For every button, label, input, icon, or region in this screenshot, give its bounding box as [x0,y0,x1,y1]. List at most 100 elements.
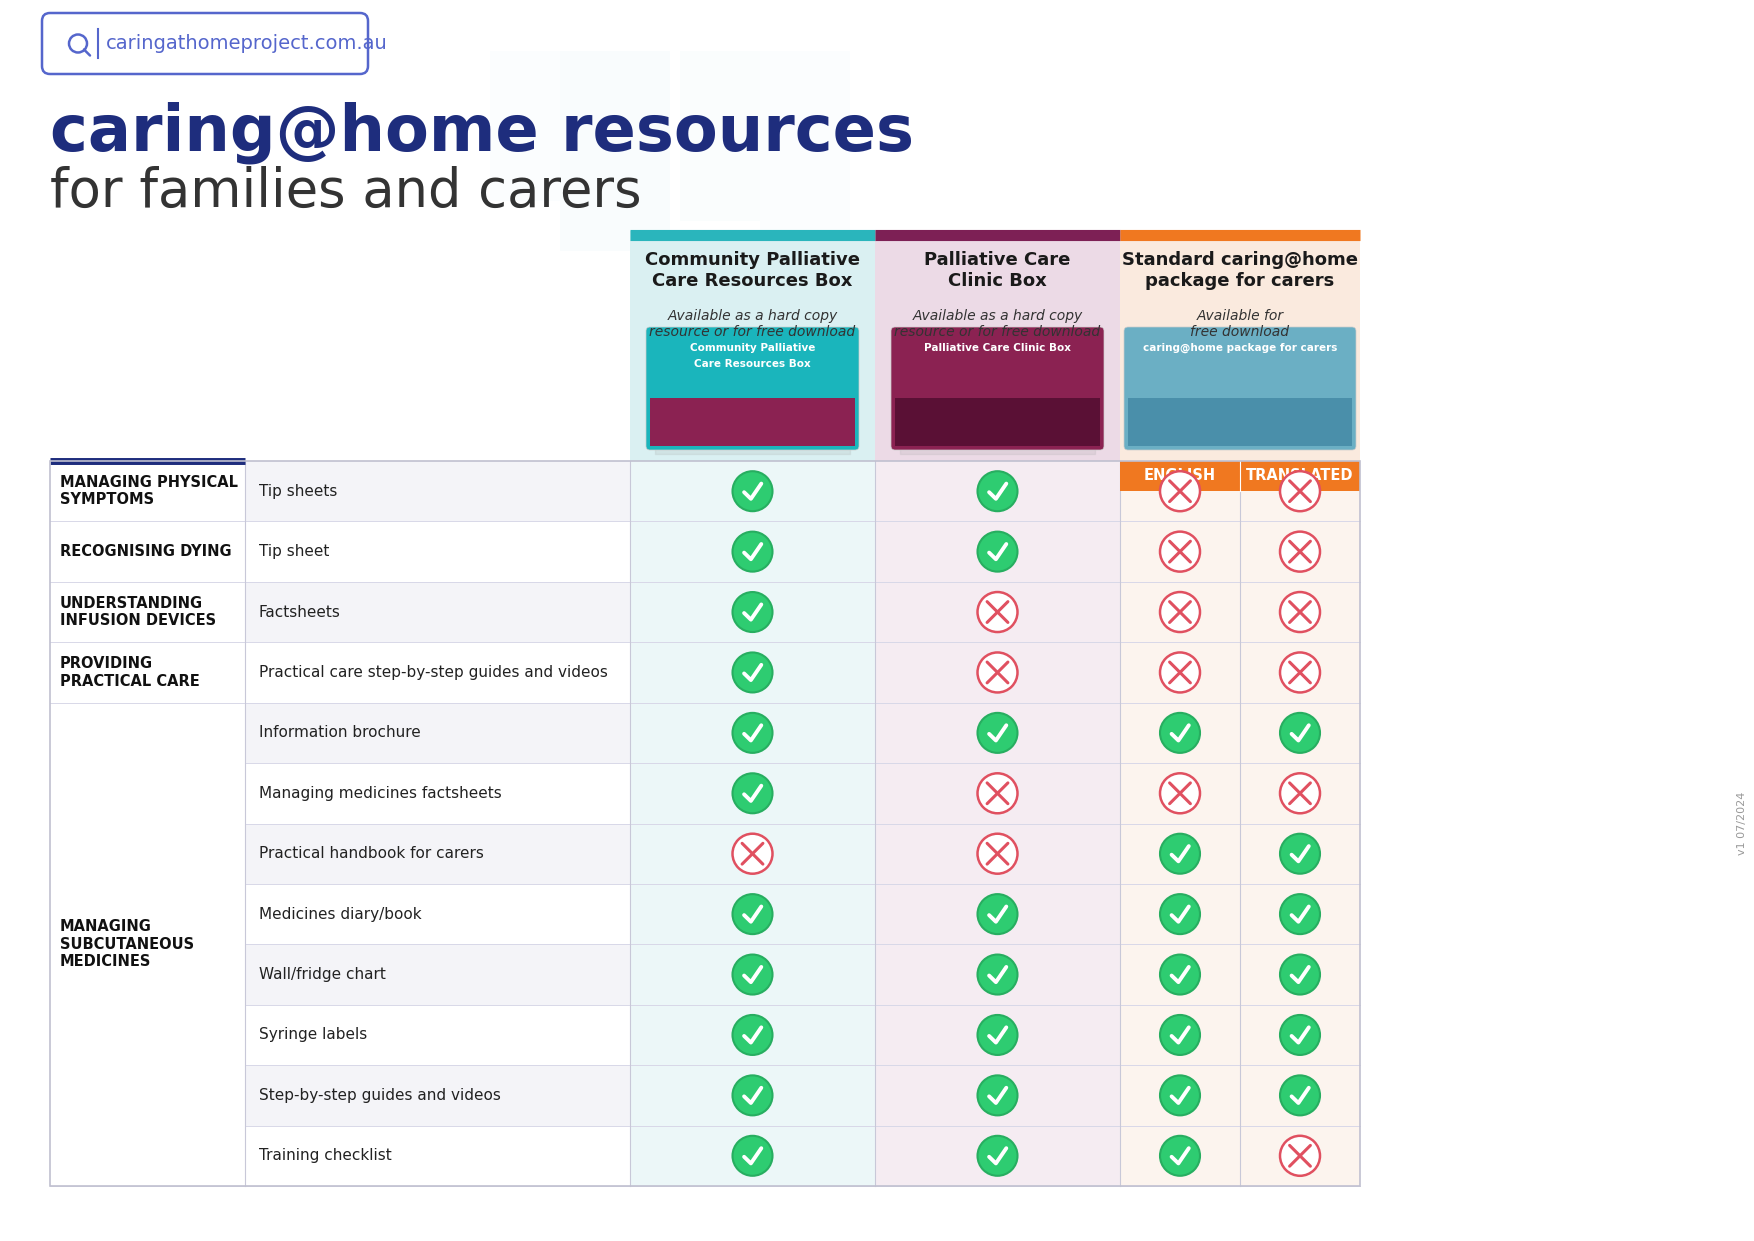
Circle shape [1280,773,1321,813]
Text: Available for
free download: Available for free download [1191,309,1289,339]
Circle shape [733,531,772,572]
FancyBboxPatch shape [630,1126,875,1186]
Text: MANAGING
SUBCUTANEOUS
MEDICINES: MANAGING SUBCUTANEOUS MEDICINES [60,920,195,969]
FancyBboxPatch shape [1121,521,1359,582]
Text: Practical handbook for carers: Practical handbook for carers [260,846,484,861]
FancyBboxPatch shape [246,702,630,763]
FancyBboxPatch shape [246,643,630,702]
Text: for families and carers: for families and carers [51,166,642,218]
Circle shape [1159,1076,1200,1116]
FancyBboxPatch shape [51,643,246,702]
Circle shape [1280,894,1321,934]
Circle shape [1159,834,1200,874]
FancyBboxPatch shape [51,521,246,582]
FancyBboxPatch shape [51,582,246,643]
FancyBboxPatch shape [630,460,875,521]
Text: caringathomeproject.com.au: caringathomeproject.com.au [105,34,388,53]
FancyBboxPatch shape [1121,643,1359,702]
FancyBboxPatch shape [1121,1126,1359,1186]
Circle shape [733,472,772,511]
Text: Medicines diary/book: Medicines diary/book [260,907,421,922]
FancyBboxPatch shape [630,702,875,763]
Circle shape [1159,773,1200,813]
Circle shape [977,531,1017,572]
FancyBboxPatch shape [875,1005,1121,1065]
FancyBboxPatch shape [630,944,875,1005]
Circle shape [1159,954,1200,994]
Circle shape [1280,1076,1321,1116]
FancyBboxPatch shape [42,12,368,74]
FancyBboxPatch shape [51,702,246,1186]
Text: Syringe labels: Syringe labels [260,1028,367,1042]
Text: Palliative Care Clinic Box: Palliative Care Clinic Box [924,343,1072,352]
Text: ENGLISH: ENGLISH [1144,469,1216,484]
FancyBboxPatch shape [246,1065,630,1126]
Circle shape [1280,712,1321,753]
Text: Step-by-step guides and videos: Step-by-step guides and videos [260,1088,502,1103]
FancyBboxPatch shape [630,643,875,702]
Circle shape [977,894,1017,934]
FancyBboxPatch shape [51,460,246,521]
Text: Managing medicines factsheets: Managing medicines factsheets [260,786,502,800]
Circle shape [733,1076,772,1116]
Text: Tip sheets: Tip sheets [260,484,337,499]
Circle shape [1159,472,1200,511]
Text: RECOGNISING DYING: RECOGNISING DYING [60,544,232,560]
FancyBboxPatch shape [875,1065,1121,1126]
FancyBboxPatch shape [246,824,630,884]
Circle shape [733,712,772,753]
FancyBboxPatch shape [630,582,875,643]
FancyBboxPatch shape [246,1126,630,1186]
Text: Community Palliative
Care Resources Box: Community Palliative Care Resources Box [645,251,859,290]
Circle shape [733,653,772,692]
Text: TRANSLATED: TRANSLATED [1247,469,1354,484]
Circle shape [1159,1015,1200,1055]
FancyBboxPatch shape [1121,884,1359,944]
FancyBboxPatch shape [560,51,670,251]
Text: caring@home package for carers: caring@home package for carers [1144,343,1337,354]
FancyBboxPatch shape [875,702,1121,763]
FancyBboxPatch shape [645,326,859,450]
Circle shape [977,1076,1017,1116]
Text: Community Palliative: Community Palliative [689,343,816,352]
FancyBboxPatch shape [875,521,1121,582]
Circle shape [977,834,1017,874]
Text: MANAGING PHYSICAL
SYMPTOMS: MANAGING PHYSICAL SYMPTOMS [60,475,239,508]
Circle shape [1280,472,1321,511]
FancyBboxPatch shape [246,944,630,1005]
FancyBboxPatch shape [1128,397,1352,446]
FancyBboxPatch shape [875,643,1121,702]
Text: Wall/fridge chart: Wall/fridge chart [260,967,386,982]
Circle shape [733,954,772,994]
FancyBboxPatch shape [630,1065,875,1126]
Circle shape [1159,1136,1200,1175]
Circle shape [733,894,772,934]
Text: Available as a hard copy
resource or for free download: Available as a hard copy resource or for… [895,309,1100,339]
Text: Information brochure: Information brochure [260,726,421,741]
FancyBboxPatch shape [630,521,875,582]
Text: Available as a hard copy
resource or for free download: Available as a hard copy resource or for… [649,309,856,339]
Circle shape [1159,653,1200,692]
FancyBboxPatch shape [246,884,630,944]
Text: Care Resources Box: Care Resources Box [695,359,810,369]
FancyBboxPatch shape [630,763,875,824]
FancyBboxPatch shape [875,1126,1121,1186]
Circle shape [733,834,772,874]
Text: caring@home resources: caring@home resources [51,101,914,164]
FancyBboxPatch shape [875,460,1121,521]
Circle shape [733,592,772,632]
Circle shape [977,1015,1017,1055]
FancyBboxPatch shape [1121,1065,1359,1126]
FancyBboxPatch shape [630,1005,875,1065]
FancyBboxPatch shape [1121,702,1359,763]
Circle shape [1280,834,1321,874]
FancyBboxPatch shape [630,884,875,944]
Text: PROVIDING
PRACTICAL CARE: PROVIDING PRACTICAL CARE [60,656,200,689]
FancyBboxPatch shape [1121,582,1359,643]
FancyBboxPatch shape [1121,1005,1359,1065]
FancyBboxPatch shape [1121,824,1359,884]
Text: Factsheets: Factsheets [260,604,340,619]
FancyBboxPatch shape [246,460,630,521]
Text: Tip sheet: Tip sheet [260,544,330,560]
FancyBboxPatch shape [875,884,1121,944]
